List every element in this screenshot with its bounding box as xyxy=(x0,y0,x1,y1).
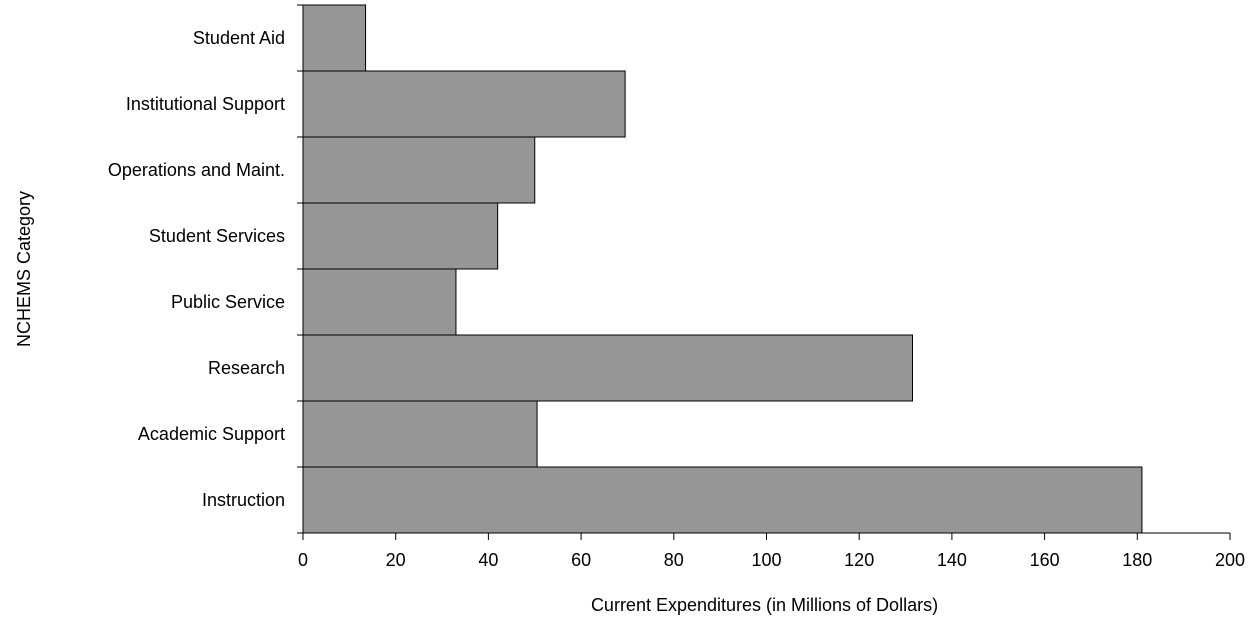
category-label-student-aid: Student Aid xyxy=(193,28,285,48)
category-label-operations-and-maint: Operations and Maint. xyxy=(108,160,285,180)
y-ticks-layer xyxy=(297,4,303,534)
x-tick-label-40: 40 xyxy=(478,550,498,570)
x-tick-label-140: 140 xyxy=(937,550,967,570)
category-label-instruction: Instruction xyxy=(202,490,285,510)
category-label-academic-support: Academic Support xyxy=(138,424,285,444)
x-tick-label-80: 80 xyxy=(664,550,684,570)
x-tick-label-180: 180 xyxy=(1122,550,1152,570)
x-tick-label-20: 20 xyxy=(386,550,406,570)
x-tick-label-0: 0 xyxy=(298,550,308,570)
y-axis-title: NCHEMS Category xyxy=(14,191,34,347)
x-axis-title: Current Expenditures (in Millions of Dol… xyxy=(591,595,938,615)
bar-instruction xyxy=(302,466,1143,534)
category-labels-layer: Student Aid Institutional Support Operatio… xyxy=(108,28,285,510)
category-label-student-services: Student Services xyxy=(149,226,285,246)
bar-academic-support xyxy=(302,400,538,468)
x-tick-label-100: 100 xyxy=(751,550,781,570)
x-tick-label-200: 200 xyxy=(1215,550,1245,570)
bar-operations-and-maint xyxy=(302,136,536,204)
bars-layer xyxy=(302,4,1143,534)
category-label-public-service: Public Service xyxy=(171,292,285,312)
x-tick-label-60: 60 xyxy=(571,550,591,570)
bar-student-services xyxy=(302,202,499,270)
bar-student-aid xyxy=(302,4,367,72)
bar-research xyxy=(302,334,914,402)
bar-public-service xyxy=(302,268,457,336)
category-label-research: Research xyxy=(208,358,285,378)
x-tick-label-160: 160 xyxy=(1030,550,1060,570)
category-label-institutional-support: Institutional Support xyxy=(126,94,285,114)
x-tick-label-120: 120 xyxy=(844,550,874,570)
bar-institutional-support xyxy=(302,70,626,138)
x-tick-labels-layer: 0 20 40 60 80 100 120 140 160 180 200 xyxy=(298,550,1245,570)
x-ticks-layer xyxy=(302,533,1231,540)
